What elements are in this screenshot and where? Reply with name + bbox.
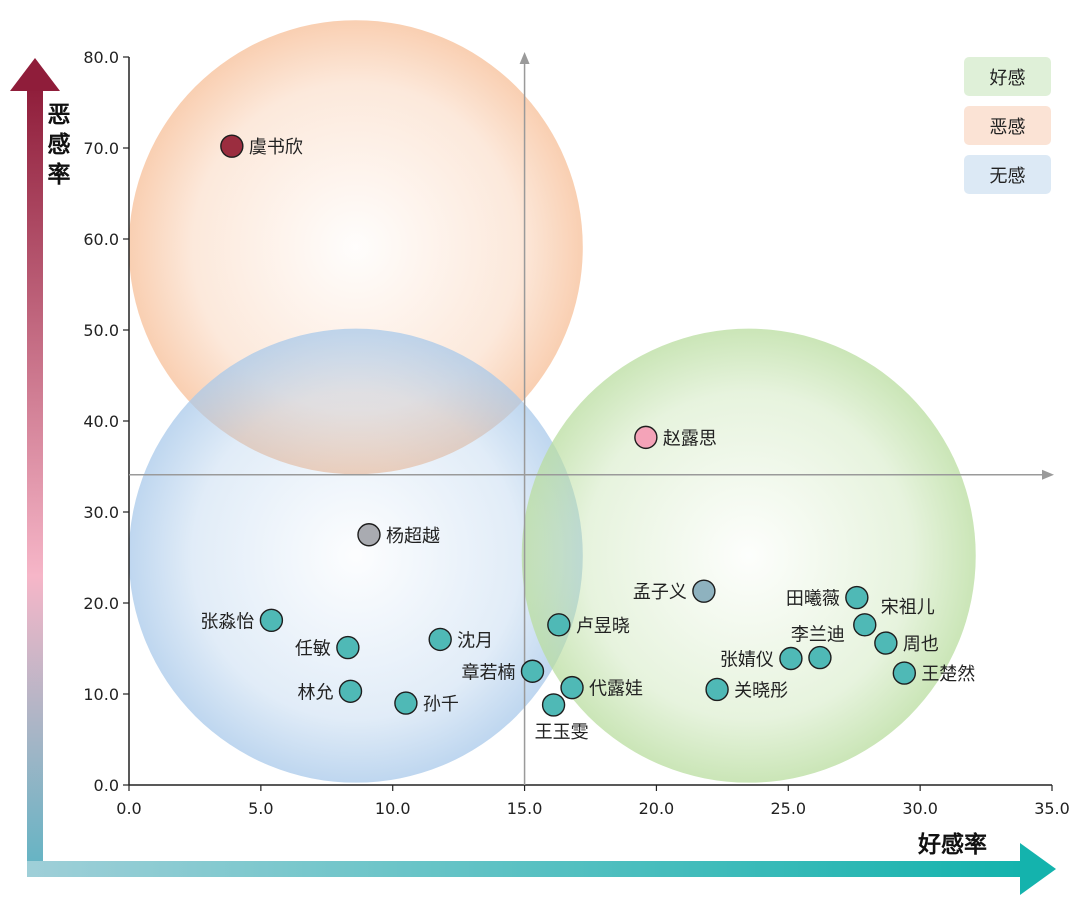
data-point: [338, 679, 363, 703]
x-tick-label: 0.0: [116, 799, 141, 818]
point-label: 杨超越: [386, 526, 440, 547]
y-tick-label: 60.0: [83, 230, 119, 249]
data-point: [845, 585, 869, 610]
point-label: 章若楠: [461, 662, 515, 683]
data-point: [692, 579, 716, 603]
data-point: [547, 613, 571, 637]
point-label: 孙千: [423, 694, 459, 715]
point-label: 周也: [903, 634, 939, 655]
data-point: [520, 659, 545, 683]
data-point: [853, 613, 877, 637]
data-point: [541, 693, 566, 717]
x-tick-label: 30.0: [902, 799, 938, 818]
point-label: 张婧仪: [720, 650, 774, 671]
region-circles: [128, 20, 976, 783]
x-tick-label: 25.0: [770, 799, 806, 818]
point-label: 赵露思: [663, 428, 717, 449]
y-axis-gradient-arrow-shaft: [27, 86, 43, 877]
y-tick-label: 70.0: [83, 139, 119, 158]
data-point: [874, 631, 898, 655]
x-axis-title: 好感率: [918, 832, 987, 858]
point-label: 孟子义: [633, 582, 687, 603]
y-axis-gradient-arrowhead: [10, 58, 60, 91]
point-label: 虞书欣: [249, 137, 303, 158]
legend: 好感 恶感 无感: [964, 57, 1051, 204]
horizontal-reference-arrowhead: [1042, 469, 1054, 480]
data-points: 虞书欣赵露思杨超越孟子义 田曦薇张淼怡宋祖儿卢昱晓沈月 周也任敏李兰迪张婧仪章若楠王…: [200, 134, 975, 743]
x-tick-label: 5.0: [248, 799, 273, 818]
point-label: 沈月: [457, 630, 493, 651]
legend-item-good: 好感: [964, 57, 1051, 96]
vertical-reference-arrowhead: [519, 52, 530, 64]
axis-arrows: [10, 58, 1056, 895]
y-tick-label: 20.0: [83, 594, 119, 613]
data-point: [220, 134, 244, 158]
x-axis-gradient-arrow-shaft: [27, 861, 1023, 877]
data-point: [394, 691, 418, 715]
plot-axes: 0.0 5.0 10.0 15.0 20.0 25.0 30.0 35.0 0.0 10.0 20.…: [83, 48, 1069, 818]
data-point: [779, 646, 803, 671]
point-label: 李兰迪: [791, 625, 845, 646]
data-point: [428, 627, 452, 652]
data-point: [892, 661, 917, 685]
data-point: [705, 677, 729, 702]
y-tick-label: 50.0: [83, 321, 119, 340]
x-axis-gradient-arrowhead: [1020, 843, 1056, 895]
region-circle: [521, 328, 976, 783]
point-label: 张淼怡: [200, 611, 254, 632]
x-tick-label: 35.0: [1034, 799, 1070, 818]
region-circle: [128, 328, 583, 783]
point-label: 王楚然: [921, 664, 975, 685]
y-tick-label: 30.0: [83, 503, 119, 522]
point-label: 关晓彤: [734, 680, 788, 701]
y-tick-label: 0.0: [94, 776, 119, 795]
point-label: 任敏: [295, 639, 331, 660]
y-tick-label: 40.0: [83, 412, 119, 431]
point-label: 宋祖儿: [881, 597, 935, 618]
point-label: 卢昱晓: [576, 616, 630, 637]
point-label: 王玉雯: [535, 722, 589, 743]
data-point: [259, 608, 284, 632]
x-tick-label: 15.0: [507, 799, 543, 818]
x-tick-label: 20.0: [639, 799, 675, 818]
legend-item-neutral: 无感: [964, 155, 1051, 194]
y-tick-label: 80.0: [83, 48, 119, 67]
data-point: [560, 675, 584, 700]
point-label: 林允: [298, 682, 334, 703]
data-point: [808, 645, 832, 670]
data-point: [336, 635, 360, 660]
x-tick-label: 10.0: [375, 799, 411, 818]
point-label: 田曦薇: [786, 589, 840, 610]
y-axis-title: 恶感率: [47, 102, 71, 188]
legend-item-bad: 恶感: [964, 106, 1051, 145]
point-label: 代露娃: [589, 679, 643, 700]
data-point: [634, 425, 658, 450]
y-tick-label: 10.0: [83, 685, 119, 704]
data-point: [357, 523, 381, 547]
